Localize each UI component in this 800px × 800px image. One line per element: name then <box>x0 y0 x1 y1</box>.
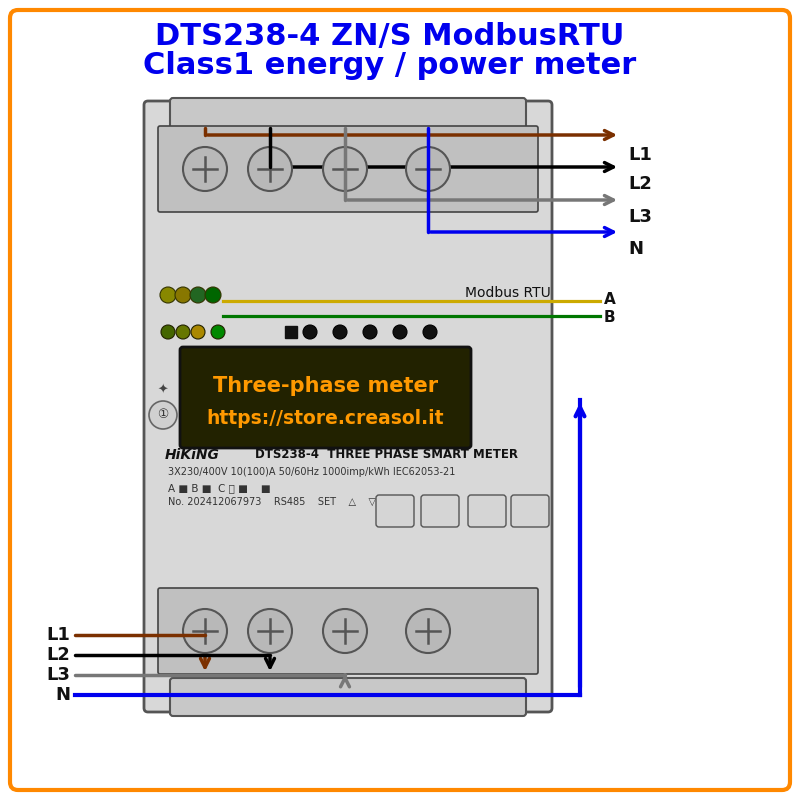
Text: N: N <box>628 240 643 258</box>
Text: Class1 energy / power meter: Class1 energy / power meter <box>143 50 637 79</box>
Text: DTS238-4  THREE PHASE SMART METER: DTS238-4 THREE PHASE SMART METER <box>255 449 518 462</box>
Circle shape <box>423 325 437 339</box>
Text: Three-phase meter: Three-phase meter <box>213 376 438 396</box>
FancyBboxPatch shape <box>158 126 538 212</box>
Circle shape <box>149 401 177 429</box>
FancyBboxPatch shape <box>421 495 459 527</box>
Text: 3X230/400V 10(100)A 50/60Hz 1000imp/kWh IEC62053-21: 3X230/400V 10(100)A 50/60Hz 1000imp/kWh … <box>168 467 455 477</box>
Circle shape <box>248 147 292 191</box>
Circle shape <box>175 287 191 303</box>
Circle shape <box>406 147 450 191</box>
Text: HiKiNG: HiKiNG <box>165 448 220 462</box>
Circle shape <box>323 609 367 653</box>
Text: A: A <box>604 291 616 306</box>
Circle shape <box>183 147 227 191</box>
Text: L1: L1 <box>628 146 652 164</box>
Circle shape <box>248 609 292 653</box>
FancyBboxPatch shape <box>170 678 526 716</box>
Circle shape <box>205 287 221 303</box>
FancyBboxPatch shape <box>170 98 526 136</box>
FancyBboxPatch shape <box>511 495 549 527</box>
Circle shape <box>183 609 227 653</box>
Text: N: N <box>55 686 70 704</box>
FancyBboxPatch shape <box>10 10 790 790</box>
Circle shape <box>323 147 367 191</box>
Text: No. 202412067973    RS485    SET    △    ▽: No. 202412067973 RS485 SET △ ▽ <box>168 497 376 507</box>
FancyBboxPatch shape <box>158 588 538 674</box>
Circle shape <box>190 287 206 303</box>
Circle shape <box>211 325 225 339</box>
Text: L1: L1 <box>46 626 70 644</box>
Circle shape <box>406 609 450 653</box>
Text: L3: L3 <box>46 666 70 684</box>
Circle shape <box>303 325 317 339</box>
Text: L2: L2 <box>46 646 70 664</box>
Circle shape <box>333 325 347 339</box>
FancyBboxPatch shape <box>468 495 506 527</box>
Circle shape <box>176 325 190 339</box>
FancyBboxPatch shape <box>376 495 414 527</box>
Text: ✦: ✦ <box>158 383 168 397</box>
Circle shape <box>393 325 407 339</box>
FancyBboxPatch shape <box>285 326 297 338</box>
Circle shape <box>160 287 176 303</box>
Text: https://store.creasol.it: https://store.creasol.it <box>206 409 444 428</box>
Text: A ■ B ■  C 几 ■    ■: A ■ B ■ C 几 ■ ■ <box>168 483 270 493</box>
Text: ①: ① <box>158 409 169 422</box>
FancyBboxPatch shape <box>144 101 552 712</box>
Text: DTS238-4 ZN/S ModbusRTU: DTS238-4 ZN/S ModbusRTU <box>155 22 625 51</box>
Text: L2: L2 <box>628 175 652 193</box>
Text: B: B <box>604 310 616 326</box>
Circle shape <box>161 325 175 339</box>
Circle shape <box>191 325 205 339</box>
Circle shape <box>363 325 377 339</box>
FancyBboxPatch shape <box>180 347 471 448</box>
Text: Modbus RTU: Modbus RTU <box>465 286 550 300</box>
Text: L3: L3 <box>628 208 652 226</box>
